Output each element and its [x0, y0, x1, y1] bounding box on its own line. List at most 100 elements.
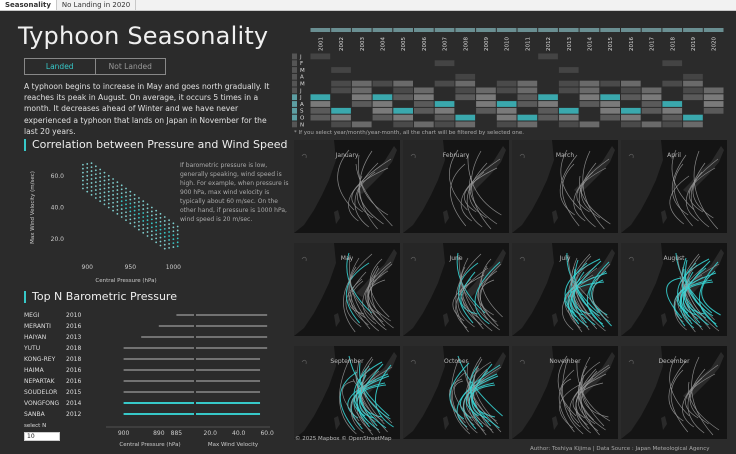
heatmap-cell — [372, 107, 393, 114]
map-september[interactable]: September — [294, 346, 400, 439]
scatter-point — [138, 228, 140, 231]
heatmap-cell — [683, 87, 703, 94]
heatmap-cell — [703, 107, 724, 114]
typhoon-track — [466, 375, 499, 417]
select-n-input[interactable]: 10 — [24, 432, 60, 441]
heatmap-year-label: 2013 — [567, 37, 573, 51]
map-canvas — [621, 140, 724, 233]
map-canvas — [294, 140, 397, 233]
map-december[interactable]: December — [621, 346, 727, 439]
heatmap-cell — [331, 80, 351, 87]
typhoon-track — [673, 263, 720, 323]
heatmap-cell — [414, 87, 434, 94]
scatter-point — [172, 238, 175, 241]
tab-seasonality[interactable]: Seasonality — [0, 0, 57, 10]
scatter-point — [120, 212, 123, 214]
heatmap-year-label: 2012 — [546, 37, 552, 51]
heatmap-cell — [662, 80, 683, 87]
heatmap-cell — [703, 101, 724, 107]
typhoon-track — [576, 360, 611, 422]
scatter-point — [142, 231, 145, 234]
scatter-point — [172, 242, 175, 245]
map-april[interactable]: April — [621, 140, 727, 233]
typhoon-track — [477, 270, 498, 316]
heatmap-cell — [414, 101, 434, 107]
typhoon-track — [337, 149, 355, 211]
typhoon-track — [591, 279, 612, 327]
typhoon-track — [470, 383, 500, 429]
topn-year: 2010 — [66, 312, 81, 319]
heatmap-month-swatch — [292, 73, 297, 80]
topn-wtick: 60.0 — [260, 430, 274, 437]
compass-icon — [628, 359, 634, 365]
typhoon-track — [693, 150, 719, 230]
scatter-point — [125, 199, 127, 202]
toggle-not-landed[interactable]: Not Landed — [108, 62, 152, 71]
landing-toggle: Landed Not Landed — [24, 58, 166, 75]
heatmap-cell — [517, 80, 538, 87]
compass-icon — [301, 153, 307, 159]
heatmap-cell — [579, 80, 600, 87]
typhoon-track — [669, 175, 690, 225]
scatter-point — [94, 181, 97, 184]
typhoon-track — [474, 261, 501, 325]
scatter-point — [125, 207, 127, 210]
scatter-point — [120, 196, 123, 199]
topn-year: 2016 — [66, 367, 81, 374]
scatter-point — [133, 205, 136, 208]
map-may[interactable]: May — [294, 243, 400, 336]
map-october[interactable]: October — [403, 346, 509, 439]
scatter-point — [103, 183, 106, 186]
scatter-point — [86, 178, 89, 181]
scatter-point — [133, 197, 136, 200]
scatter-plot[interactable]: 60.0 40.0 20.0 900 950 1000 Central Pressure (… — [24, 155, 184, 290]
typhoon-track — [666, 277, 683, 319]
heatmap-cell — [434, 114, 455, 121]
toggle-landed[interactable]: Landed — [25, 59, 96, 74]
heatmap-cell — [683, 114, 703, 121]
heatmap-cell — [434, 107, 455, 114]
typhoon-track — [685, 373, 716, 419]
scatter-point — [94, 173, 97, 176]
heatmap-year-header — [600, 28, 620, 32]
map-august[interactable]: August — [621, 243, 727, 336]
scatter-title: Correlation between Pressure and Wind Sp… — [24, 139, 288, 151]
heatmap-year-label: 2010 — [505, 37, 511, 51]
scatter-point — [142, 200, 145, 203]
heatmap-cell — [579, 101, 600, 107]
heatmap-year-header — [434, 28, 455, 32]
tab-no-landing[interactable]: No Landing in 2020 — [57, 0, 137, 10]
heatmap-cell — [476, 94, 496, 101]
map-july[interactable]: July — [512, 243, 618, 336]
map-march[interactable]: March — [512, 140, 618, 233]
map-june[interactable]: June — [403, 243, 509, 336]
heatmap-year-header — [393, 28, 413, 32]
map-november[interactable]: November — [512, 346, 618, 439]
scatter-point — [99, 200, 102, 203]
land-mass — [403, 346, 445, 439]
map-february[interactable]: February — [403, 140, 509, 233]
filter-note: * If you select year/month/year-month, a… — [294, 130, 525, 136]
heatmap-cell — [372, 80, 393, 87]
heatmap-year-label: 2014 — [587, 37, 593, 51]
typhoon-track — [369, 258, 390, 318]
map-january[interactable]: January — [294, 140, 400, 233]
map-canvas — [621, 346, 724, 439]
scatter-point — [107, 174, 110, 177]
month-year-heatmap[interactable]: 2001 2002 2003 2004 2005 2006 2007 2008 2009 2010… — [292, 28, 732, 128]
scatter-point — [155, 213, 158, 216]
scatter-point — [112, 178, 114, 180]
typhoon-track — [374, 364, 394, 428]
topn-chart[interactable]: MEGI 2010 MERANTI 2016 HAIYAN 2013 YUTU 2018 KON… — [24, 306, 276, 448]
scatter-point — [138, 212, 140, 215]
heatmap-year-label: 2002 — [339, 37, 345, 51]
typhoon-track — [460, 271, 478, 315]
scatter-point — [90, 170, 93, 172]
typhoon-track — [690, 162, 710, 228]
typhoon-track — [460, 158, 501, 222]
heatmap-month-label: M — [300, 82, 305, 88]
map-month-label: November — [549, 358, 581, 365]
scatter-point — [112, 186, 114, 188]
land-mass — [294, 140, 336, 233]
typhoon-track — [350, 280, 369, 326]
